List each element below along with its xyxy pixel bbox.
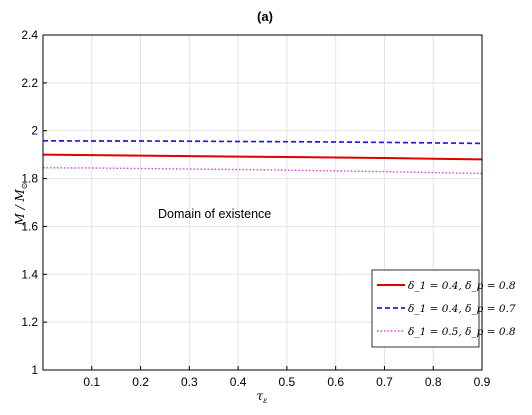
x-axis-label: τε <box>257 389 268 405</box>
legend-label-2: δ_1 = 0.4, δ_p = 0.7 <box>408 303 516 315</box>
series-layer <box>42 139 483 175</box>
chart-title: (a) <box>257 9 273 24</box>
y-tick-labels: 1 1.2 1.4 1.6 1.8 2 2.2 2.4 <box>21 28 47 377</box>
y-axis-label: M / M⊙ <box>13 183 29 227</box>
series-line-2 <box>42 139 483 145</box>
y-tick-label: 2.2 <box>21 76 38 90</box>
series-line-3 <box>42 167 483 175</box>
y-tick-label: 1.4 <box>21 267 38 281</box>
x-tick-label: 0.4 <box>230 375 247 389</box>
y-tick-label: 1.6 <box>21 219 38 233</box>
legend-label-1: δ_1 = 0.4, δ_p = 0.8 <box>408 280 516 292</box>
svg-text:M / M⊙: M / M⊙ <box>13 183 29 227</box>
series-line-1 <box>42 153 483 161</box>
x-tick-label: 0.7 <box>376 375 393 389</box>
svg-text:τε: τε <box>257 389 268 405</box>
x-tick-label: 0.2 <box>132 375 149 389</box>
y-tick-label: 1.2 <box>21 315 38 329</box>
x-tick-label: 0.1 <box>83 375 100 389</box>
x-tick-label: 0.9 <box>474 375 491 389</box>
x-tick-label: 0.6 <box>327 375 344 389</box>
y-tick-label: 2.4 <box>21 28 38 42</box>
x-tick-label: 0.3 <box>181 375 198 389</box>
legend: δ_1 = 0.4, δ_p = 0.8 δ_1 = 0.4, δ_p = 0.7… <box>371 269 516 348</box>
x-tick-label: 0.8 <box>425 375 442 389</box>
y-tick-label: 1 <box>31 363 38 377</box>
x-tick-label: 0.5 <box>279 375 296 389</box>
y-tick-label: 1.8 <box>21 172 38 186</box>
y-tick-label: 2 <box>31 124 38 138</box>
legend-label-3: δ_1 = 0.5, δ_p = 0.8 <box>408 326 516 338</box>
annotation-domain-of-existence: Domain of existence <box>158 207 271 221</box>
plot-frame <box>42 34 483 371</box>
x-tick-labels: 0.1 0.2 0.3 0.4 0.5 0.6 0.7 0.8 0.9 <box>83 366 491 389</box>
